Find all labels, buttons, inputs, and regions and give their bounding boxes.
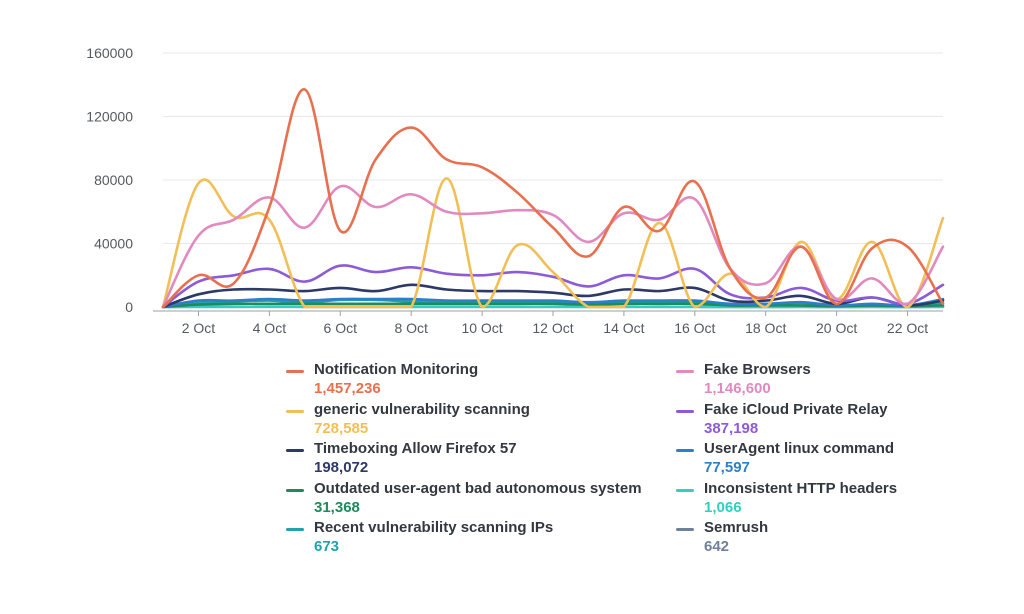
legend-swatch [676,449,694,452]
legend-name: Notification Monitoring [314,361,479,378]
legend-total: 1,066 [704,498,742,516]
legend-swatch [676,409,694,413]
x-tick-label: 10 Oct [461,320,502,336]
legend-item-inconsistent-http-headers[interactable]: Inconsistent HTTP headers 1,066 [676,479,926,519]
legend-name: Recent vulnerability scanning IPs [314,519,554,536]
series-line-outdated-user-agent-bad-autonomous-system[interactable] [161,302,945,309]
legend-item-fake-browsers[interactable]: Fake Browsers 1,146,600 [676,360,926,400]
legend-item-notification-monitoring[interactable]: Notification Monitoring 1,457,236 [286,360,676,400]
x-tick-label: 22 Oct [887,320,928,336]
y-tick-label: 80000 [94,172,133,188]
series-line-notification-monitoring[interactable] [161,88,945,309]
legend-total: 728,585 [314,419,369,437]
legend-item-semrush[interactable]: Semrush 642 [676,518,926,558]
legend-swatch [676,528,694,531]
x-tick-label: 16 Oct [674,320,715,336]
legend-item-outdated-user-agent[interactable]: Outdated user-agent bad autonomous syste… [286,479,676,519]
legend-swatch [286,488,304,492]
legend-total: 642 [704,538,730,555]
x-tick-label: 2 Oct [182,320,216,336]
x-axis-ticks: 2 Oct 4 Oct 6 Oct 8 Oct 10 Oct 12 Oct 14 Oct 16… [182,311,928,336]
legend-name: Timeboxing Allow Firefox 57 [314,440,517,457]
legend-item-useragent-linux-command[interactable]: UserAgent linux command 77,597 [676,439,926,479]
legend: Notification Monitoring 1,457,236 Fake Br… [286,360,926,558]
series-line-fake-icloud-private-relay[interactable] [161,264,945,309]
x-tick-label: 4 Oct [253,320,287,336]
legend-name: Outdated user-agent bad autonomous syste… [314,479,642,497]
legend-item-recent-vulnerability-scanning-ips[interactable]: Recent vulnerability scanning IPs 673 [286,518,676,558]
y-axis-ticks: 0 40000 80000 120000 160000 [86,45,133,315]
legend-name: generic vulnerability scanning [314,400,530,418]
legend-name: UserAgent linux command [704,440,895,457]
legend-total: 1,457,236 [314,380,381,397]
y-tick-label: 0 [125,299,133,315]
legend-swatch [286,528,304,531]
x-tick-label: 8 Oct [394,320,428,336]
legend-swatch [286,449,304,452]
x-tick-label: 18 Oct [745,320,786,336]
series-line-useragent-linux-command[interactable] [161,297,945,309]
y-tick-label: 160000 [86,45,133,61]
legend-total: 673 [314,538,340,555]
legend-swatch [676,370,694,373]
x-tick-label: 6 Oct [324,320,358,336]
legend-total: 1,146,600 [704,380,771,397]
y-tick-label: 40000 [94,236,133,252]
legend-total: 198,072 [314,459,369,476]
legend-item-generic-vulnerability-scanning[interactable]: generic vulnerability scanning 728,585 [286,400,676,440]
line-chart: 0 40000 80000 120000 160000 2 Oct 4 Oct 6 Oct 8… [86,45,945,336]
legend-name: Fake Browsers [704,361,811,378]
legend-swatch [676,488,694,492]
gridlines [153,52,943,312]
legend-total: 77,597 [704,459,750,476]
x-tick-label: 20 Oct [816,320,857,336]
legend-name: Fake iCloud Private Relay [704,400,888,418]
legend-swatch [286,370,304,373]
legend-total: 31,368 [314,498,360,516]
legend-total: 387,198 [704,419,759,437]
series-line-timeboxing-allow-firefox-57[interactable] [161,283,945,309]
x-tick-label: 14 Oct [603,320,644,336]
x-tick-label: 12 Oct [532,320,573,336]
y-tick-label: 120000 [86,109,133,125]
legend-item-timeboxing-allow-firefox-57[interactable]: Timeboxing Allow Firefox 57 198,072 [286,439,676,479]
legend-swatch [286,409,304,413]
legend-name: Semrush [704,519,769,536]
legend-name: Inconsistent HTTP headers [704,479,898,497]
series-lines [161,88,945,309]
legend-item-fake-icloud-private-relay[interactable]: Fake iCloud Private Relay 387,198 [676,400,926,440]
